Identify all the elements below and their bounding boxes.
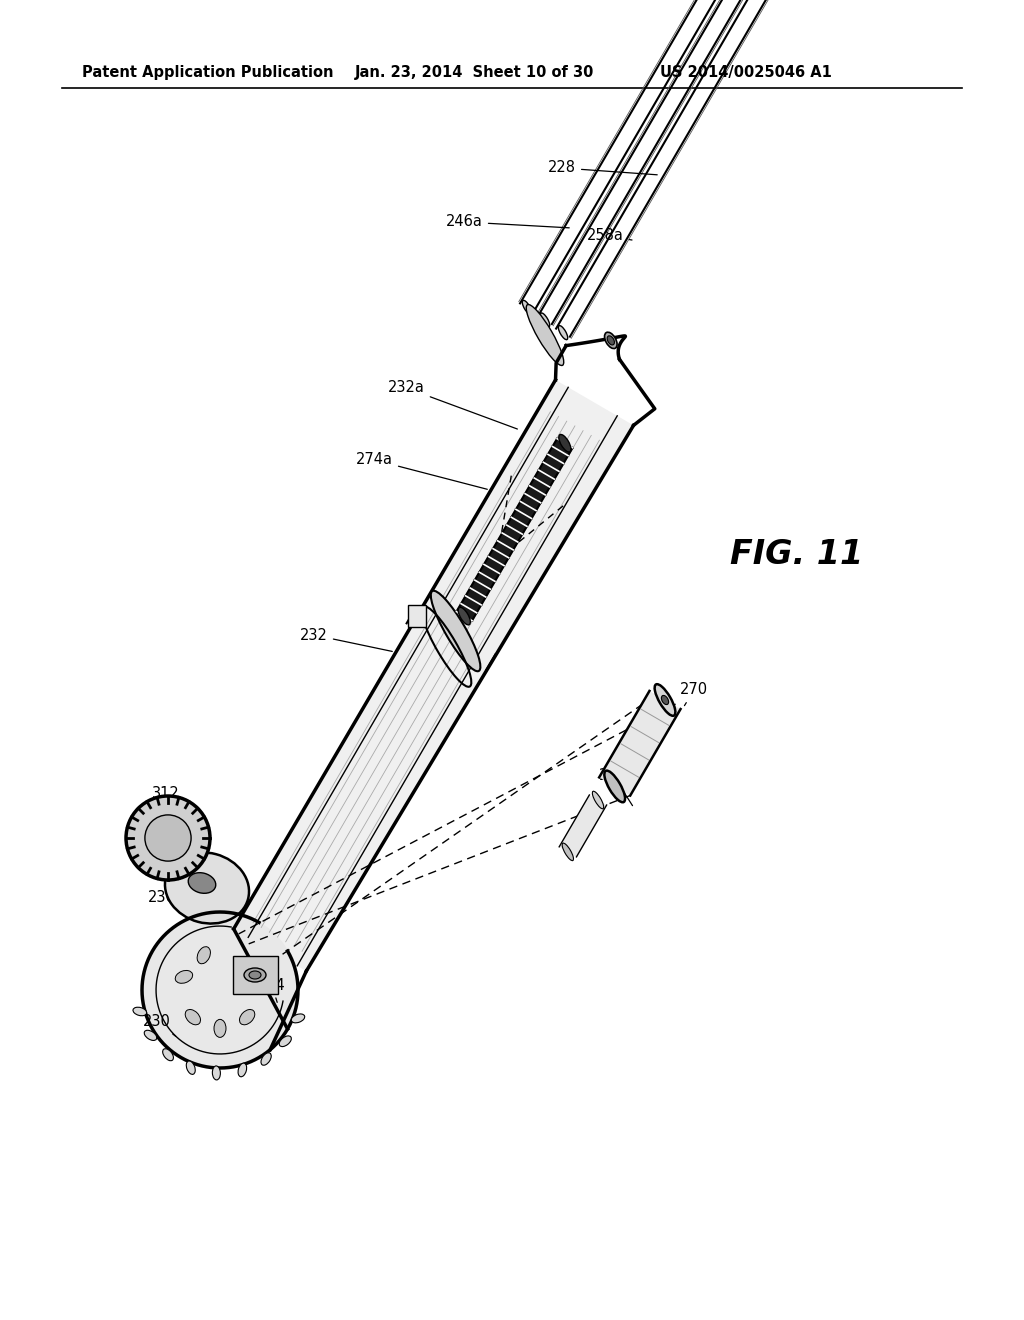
Ellipse shape: [238, 1063, 247, 1077]
Text: Jan. 23, 2014  Sheet 10 of 30: Jan. 23, 2014 Sheet 10 of 30: [355, 65, 594, 79]
Text: 246a: 246a: [446, 214, 569, 230]
Ellipse shape: [562, 843, 573, 861]
Polygon shape: [233, 380, 634, 972]
Text: 310: 310: [152, 837, 193, 855]
Ellipse shape: [458, 607, 470, 624]
Text: 270: 270: [680, 682, 709, 706]
Ellipse shape: [186, 1061, 196, 1074]
Ellipse shape: [163, 1048, 173, 1061]
Ellipse shape: [654, 684, 676, 715]
Ellipse shape: [188, 873, 216, 894]
Circle shape: [145, 814, 191, 861]
Text: 274a: 274a: [356, 453, 487, 490]
Ellipse shape: [526, 305, 564, 366]
Ellipse shape: [559, 434, 571, 451]
Ellipse shape: [144, 1031, 157, 1040]
Ellipse shape: [280, 1036, 292, 1047]
Polygon shape: [599, 690, 681, 796]
Ellipse shape: [558, 326, 567, 339]
Ellipse shape: [607, 335, 614, 345]
Text: 278: 278: [599, 767, 633, 805]
Ellipse shape: [431, 591, 480, 672]
Ellipse shape: [604, 333, 617, 348]
Text: 312: 312: [152, 785, 185, 810]
Ellipse shape: [604, 771, 625, 803]
Ellipse shape: [662, 696, 669, 705]
Text: 234: 234: [258, 978, 286, 1002]
Ellipse shape: [592, 791, 604, 809]
Text: 258a: 258a: [587, 228, 632, 243]
Text: 230: 230: [143, 1015, 176, 1036]
Text: 236: 236: [148, 891, 194, 906]
Ellipse shape: [291, 1014, 305, 1023]
Ellipse shape: [261, 1053, 271, 1065]
Ellipse shape: [240, 1010, 255, 1024]
Polygon shape: [232, 956, 278, 994]
Ellipse shape: [212, 1067, 220, 1080]
FancyBboxPatch shape: [408, 605, 426, 627]
Text: 232: 232: [300, 627, 392, 652]
Ellipse shape: [522, 301, 531, 314]
Ellipse shape: [541, 313, 550, 327]
Ellipse shape: [249, 972, 261, 979]
Text: FIG. 11: FIG. 11: [730, 539, 863, 572]
Ellipse shape: [165, 853, 249, 924]
Ellipse shape: [244, 968, 266, 982]
Polygon shape: [457, 438, 572, 620]
Text: US 2014/0025046 A1: US 2014/0025046 A1: [660, 65, 831, 79]
Ellipse shape: [198, 946, 210, 964]
Polygon shape: [142, 912, 298, 1068]
Ellipse shape: [185, 1010, 201, 1024]
Polygon shape: [559, 795, 606, 857]
Text: Patent Application Publication: Patent Application Publication: [82, 65, 334, 79]
Ellipse shape: [214, 1019, 226, 1038]
Text: 228: 228: [548, 161, 657, 176]
Text: 232a: 232a: [388, 380, 517, 429]
Ellipse shape: [133, 1007, 146, 1016]
Ellipse shape: [175, 970, 193, 983]
Circle shape: [126, 796, 210, 880]
